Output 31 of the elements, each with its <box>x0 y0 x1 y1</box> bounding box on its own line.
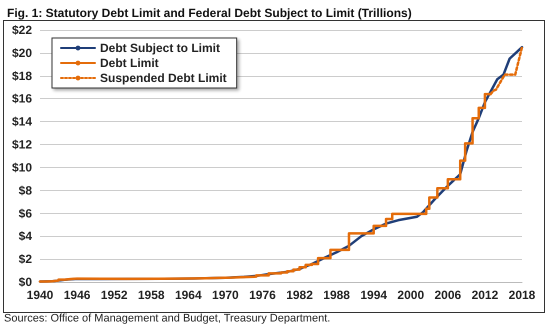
legend-label: Debt Subject to Limit <box>100 41 220 55</box>
y-tick-label: $18 <box>12 68 32 83</box>
x-tick-label: 1940 <box>26 288 54 302</box>
y-tick-label: $12 <box>12 138 32 152</box>
y-tick-label: $0 <box>18 275 32 289</box>
y-tick-label: $2 <box>18 252 32 266</box>
x-tick-label: 1958 <box>138 288 165 302</box>
x-tick-label: 1976 <box>249 288 276 302</box>
x-tick-label: 1982 <box>286 288 314 302</box>
x-tick-label: 1988 <box>323 288 350 302</box>
y-tick-label: $4 <box>18 229 32 244</box>
y-tick-label: $10 <box>12 160 32 174</box>
x-tick-label: 1946 <box>64 288 91 302</box>
x-tick-label: 1964 <box>174 288 202 302</box>
legend-label: Debt Limit <box>100 56 159 70</box>
x-tick-label: 1952 <box>100 288 128 302</box>
x-tick-label: 2000 <box>397 288 424 302</box>
x-tick-label: 1994 <box>360 288 388 302</box>
x-tick-label: 2018 <box>508 288 536 302</box>
y-tick-label: $22 <box>12 23 32 37</box>
source-note: Sources: Office of Management and Budget, Treasury Department. <box>4 312 330 324</box>
x-tick-label: 2006 <box>434 288 462 302</box>
chart-title: Fig. 1: Statutory Debt Limit and Federal Debt Subject to Limit (Trillions) <box>7 6 412 20</box>
y-tick-label: $8 <box>18 183 32 198</box>
y-tick-label: $16 <box>12 92 32 106</box>
legend-label: Suspended Debt Limit <box>100 71 227 85</box>
x-tick-label: 1970 <box>212 288 240 302</box>
y-tick-label: $20 <box>12 46 32 60</box>
y-tick-label: $14 <box>12 114 32 129</box>
x-tick-label: 2012 <box>472 288 499 302</box>
y-tick-label: $6 <box>18 206 32 220</box>
